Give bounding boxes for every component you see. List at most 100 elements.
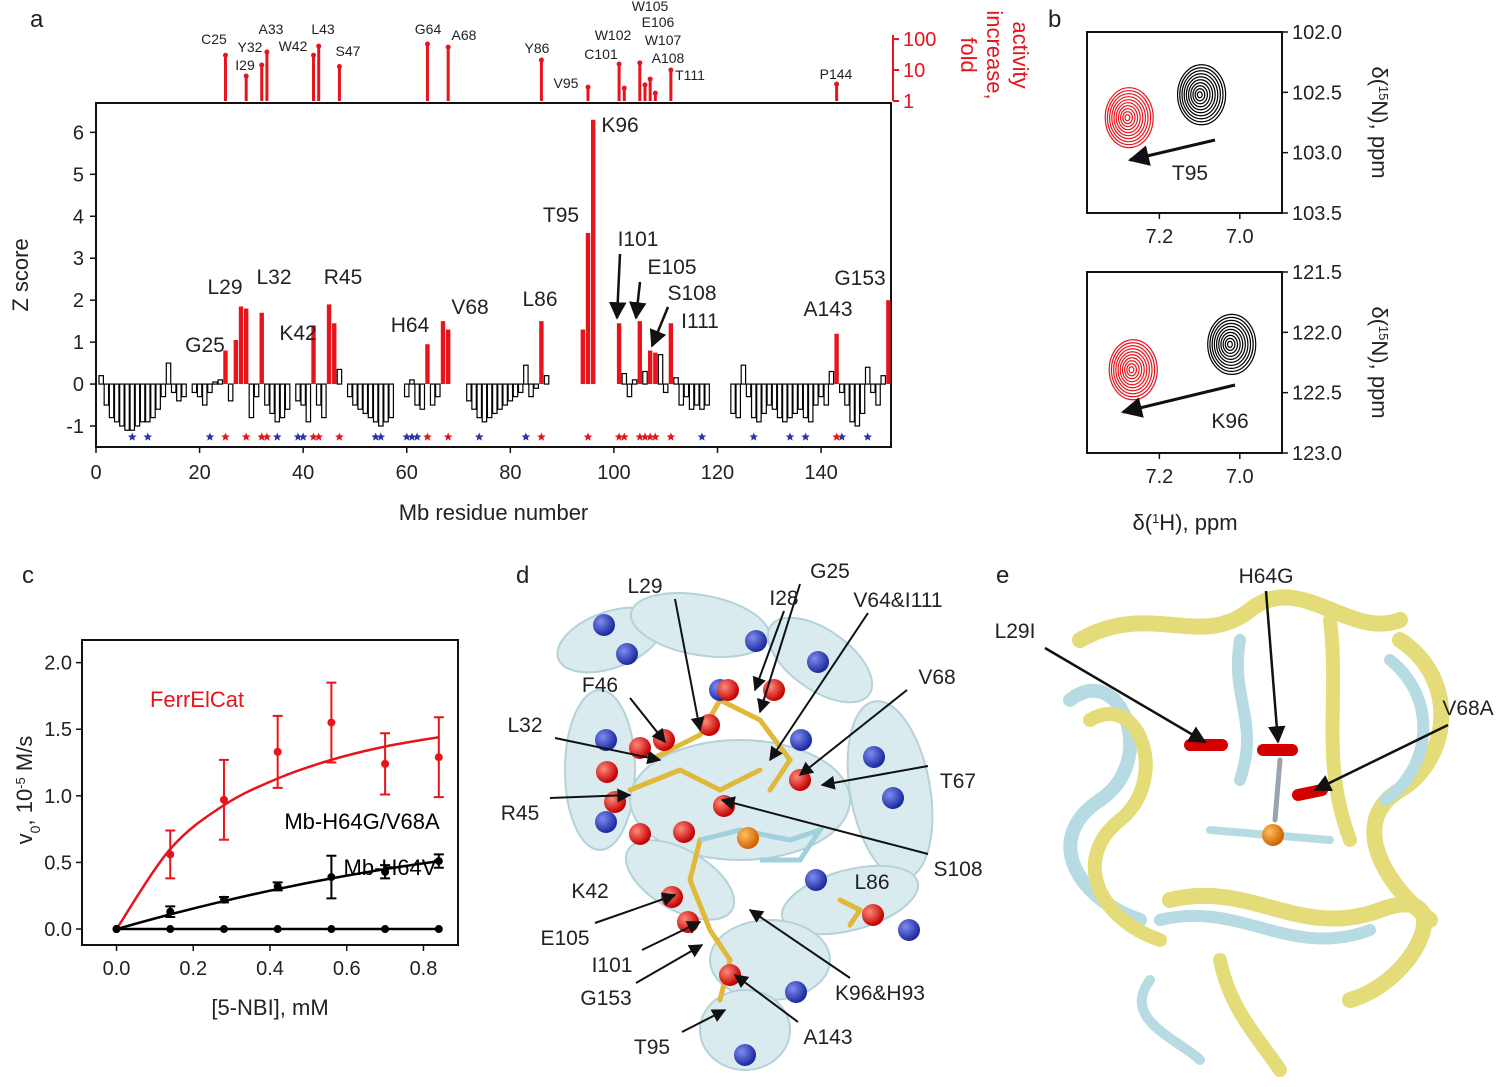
- atom-sphere: [698, 714, 720, 736]
- data-point: [219, 895, 228, 904]
- data-point: [381, 867, 390, 876]
- peak: [1176, 64, 1227, 126]
- star-marker: [257, 432, 267, 441]
- bar: [631, 379, 638, 385]
- star-marker: [785, 432, 795, 441]
- bar: [756, 383, 762, 423]
- bar: [103, 383, 110, 406]
- contour-line: [1192, 85, 1208, 105]
- arrow: [554, 737, 662, 765]
- y-tick-label: 1: [73, 332, 84, 354]
- x-tick-label: 120: [701, 462, 734, 484]
- x-tick-label: 140: [804, 462, 837, 484]
- bar: [336, 368, 343, 385]
- arrow: [733, 974, 799, 1023]
- contour-line: [1115, 102, 1141, 134]
- contour-line: [1222, 334, 1239, 354]
- arrow: [681, 1009, 727, 1033]
- lollipop-label: W107: [645, 32, 682, 48]
- lollipop-dot: [642, 82, 648, 88]
- annotation: I111: [681, 310, 719, 333]
- bar: [181, 383, 187, 398]
- y-axis-label-part: -5: [13, 777, 28, 789]
- data-point: [273, 925, 282, 934]
- annotation: S108: [667, 282, 716, 305]
- contour-line: [1183, 73, 1219, 117]
- annotation: K96: [1211, 410, 1248, 433]
- star-marker: [614, 432, 624, 441]
- bar: [533, 383, 540, 389]
- plot-frame: [1086, 31, 1283, 214]
- data-point: [166, 925, 175, 934]
- bar: [383, 383, 389, 423]
- bar: [233, 340, 239, 385]
- star-marker: [293, 432, 303, 441]
- contour-line: [1209, 316, 1254, 372]
- lollipop-dot: [585, 84, 591, 90]
- star-marker: [651, 432, 660, 441]
- bar: [621, 372, 628, 385]
- bar: [170, 383, 177, 394]
- bar: [688, 383, 695, 410]
- star-marker: [666, 432, 676, 441]
- bar: [859, 383, 866, 415]
- bar: [253, 383, 260, 398]
- x-axis-label-part: δ(: [1132, 510, 1152, 535]
- contour-line: [1117, 351, 1148, 389]
- annotation: E105: [647, 256, 696, 279]
- bar: [191, 383, 198, 394]
- bar: [673, 377, 679, 385]
- star-marker: [262, 432, 272, 441]
- bar: [238, 306, 244, 385]
- star-marker: [837, 432, 847, 441]
- bar: [647, 350, 653, 385]
- bar: [792, 383, 798, 415]
- lollipop-dot: [243, 73, 249, 79]
- annotation: H64: [391, 314, 430, 337]
- bar: [274, 383, 281, 423]
- lollipop-dot: [259, 62, 265, 68]
- structure-label: L29: [627, 575, 662, 598]
- lollipop-label: C25: [201, 31, 227, 47]
- atom-sphere: [677, 911, 699, 933]
- y-tick-label: 121.5: [1292, 262, 1342, 284]
- bar: [98, 375, 104, 385]
- bar: [269, 383, 275, 415]
- star-marker: [241, 432, 251, 441]
- atom-sphere: [596, 761, 618, 783]
- lollipop-label: A108: [652, 50, 685, 66]
- contour-line: [1179, 67, 1224, 123]
- arrow: [1264, 590, 1286, 744]
- atom-sphere: [673, 821, 695, 843]
- arrow: [720, 796, 929, 855]
- arrow: [798, 689, 908, 776]
- bar: [108, 383, 115, 419]
- contour-line: [1213, 322, 1249, 366]
- bar: [590, 119, 596, 385]
- contour-line: [1176, 64, 1227, 126]
- bar: [683, 383, 690, 398]
- y-tick-label: 123.0: [1292, 443, 1342, 465]
- star-marker: [863, 432, 872, 441]
- structure-label: L32: [507, 714, 542, 737]
- y-axis-label: v0, 10-5 M/s: [12, 736, 43, 845]
- series-label: Mb-H64G/V68A: [284, 809, 440, 834]
- contour-line: [1187, 79, 1214, 111]
- bar: [662, 383, 669, 394]
- structure-label: A143: [803, 1026, 852, 1049]
- panel-label: b: [1048, 6, 1061, 33]
- bar: [642, 370, 648, 385]
- arrow: [594, 892, 677, 924]
- bar: [657, 354, 664, 385]
- contour-line: [1196, 91, 1203, 99]
- bar: [512, 383, 519, 398]
- contour-line: [1113, 99, 1144, 137]
- atom-sphere: [629, 737, 651, 759]
- star-marker: [640, 432, 650, 441]
- y-axis-label-part: 15: [1377, 86, 1392, 100]
- atom-sphere: [882, 787, 904, 809]
- panel-label: e: [996, 562, 1009, 589]
- contour-line: [1113, 345, 1153, 395]
- contour-line: [1117, 105, 1139, 131]
- structure-label: L86: [854, 871, 889, 894]
